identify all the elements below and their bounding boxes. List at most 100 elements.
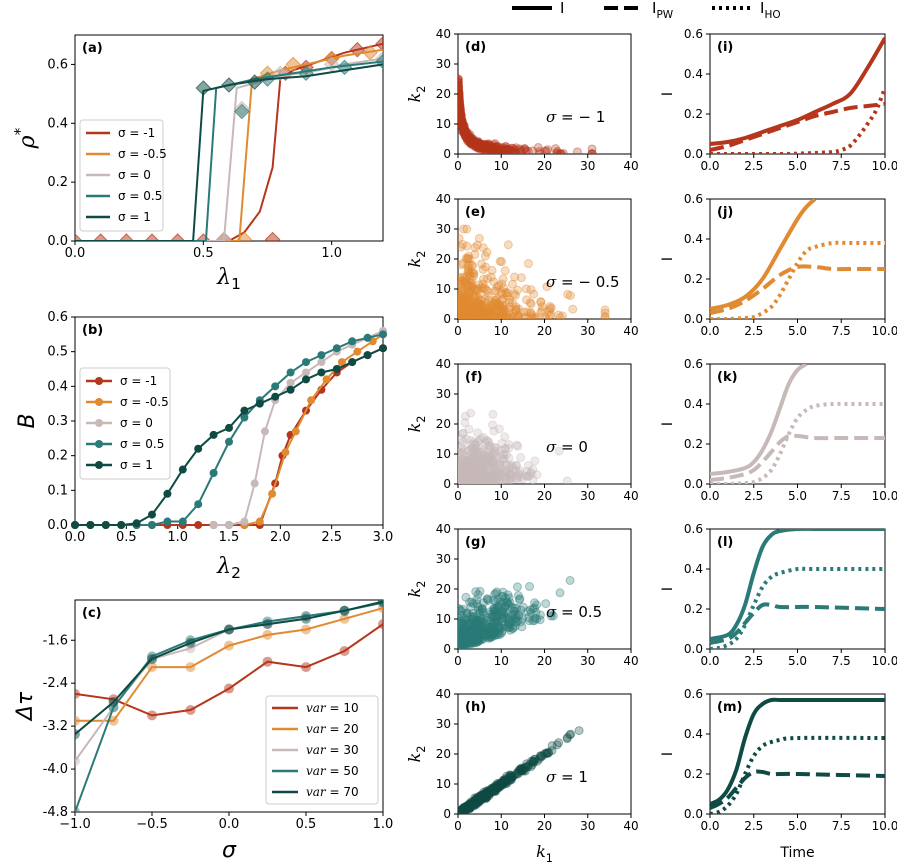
scatter-point bbox=[461, 632, 471, 642]
legend-label-dotted: IHO bbox=[760, 0, 781, 21]
scatter-point bbox=[466, 134, 476, 144]
scatter-point bbox=[460, 626, 470, 636]
scatter-point bbox=[482, 247, 492, 257]
y-tick-label: 0 bbox=[443, 312, 451, 326]
scatter-point bbox=[464, 626, 474, 636]
scatter-point bbox=[489, 141, 499, 151]
scatter-point bbox=[468, 261, 478, 271]
scatter-point bbox=[478, 140, 488, 150]
point-marker bbox=[240, 413, 249, 422]
scatter-point bbox=[462, 130, 472, 140]
scatter-point bbox=[481, 474, 491, 484]
scatter-point bbox=[469, 624, 479, 634]
scatter-point bbox=[529, 289, 539, 299]
scatter-point bbox=[488, 409, 498, 419]
scatter-point bbox=[459, 124, 469, 134]
scatter-point bbox=[469, 137, 479, 147]
x-tick-label: 20 bbox=[537, 654, 552, 668]
scatter-point bbox=[458, 301, 465, 311]
scatter-point bbox=[480, 141, 490, 151]
scatter-point bbox=[466, 283, 476, 293]
scatter-point bbox=[483, 628, 493, 638]
scatter-point bbox=[481, 457, 491, 467]
scatter-point bbox=[504, 147, 514, 154]
scatter-point bbox=[504, 313, 514, 319]
scatter-point bbox=[486, 476, 496, 484]
scatter-point bbox=[458, 478, 464, 484]
scatter-point bbox=[458, 305, 465, 315]
scatter-point bbox=[458, 258, 468, 268]
scatter-point bbox=[465, 464, 475, 474]
point-marker bbox=[262, 619, 273, 630]
scatter-point bbox=[458, 469, 468, 479]
point-marker bbox=[339, 613, 350, 624]
scatter-point bbox=[489, 629, 499, 639]
scatter-point bbox=[462, 630, 472, 640]
scatter-point bbox=[504, 614, 514, 624]
scatter-point bbox=[495, 629, 505, 639]
scatter-point bbox=[458, 118, 467, 128]
scatter-point bbox=[497, 311, 507, 319]
scatter-point bbox=[511, 466, 521, 476]
scatter-point bbox=[458, 447, 468, 457]
scatter-point bbox=[498, 146, 508, 154]
scatter-point bbox=[461, 253, 471, 263]
scatter-point bbox=[509, 606, 519, 616]
panel-label: (d) bbox=[465, 40, 486, 55]
scatter-point bbox=[462, 635, 472, 645]
scatter-point bbox=[473, 141, 483, 151]
scatter-point bbox=[474, 306, 484, 316]
scatter-point bbox=[459, 628, 469, 638]
diamond-marker bbox=[362, 44, 378, 61]
x-tick-label: 2.5 bbox=[744, 489, 763, 503]
scatter-point bbox=[600, 305, 610, 315]
scatter-point bbox=[472, 467, 482, 477]
scatter-point bbox=[462, 608, 472, 618]
scatter-point bbox=[490, 145, 500, 154]
point-marker bbox=[75, 688, 80, 699]
scatter-point bbox=[465, 597, 475, 607]
diamond-marker bbox=[375, 36, 383, 52]
scatter-point bbox=[462, 130, 472, 140]
scatter-point bbox=[488, 629, 498, 639]
scatter-point bbox=[474, 143, 484, 153]
scatter-point bbox=[504, 443, 514, 453]
scatter-point bbox=[458, 93, 464, 103]
scatter-point bbox=[458, 619, 465, 629]
scatter-point bbox=[536, 297, 546, 307]
x-tick-label: 5.0 bbox=[788, 489, 807, 503]
scatter-point bbox=[486, 622, 496, 632]
scatter-point bbox=[458, 302, 465, 312]
scatter-point bbox=[458, 467, 465, 477]
point-marker bbox=[302, 368, 310, 377]
scatter-point bbox=[458, 290, 467, 300]
scatter-point bbox=[483, 142, 493, 152]
scatter-point bbox=[458, 84, 464, 94]
y-tick-label: 0.2 bbox=[684, 767, 703, 781]
scatter-point bbox=[489, 145, 499, 154]
scatter-point bbox=[463, 304, 473, 314]
scatter-point bbox=[466, 475, 476, 484]
scatter-point bbox=[467, 632, 477, 642]
scatter-point bbox=[466, 638, 476, 648]
scatter-point bbox=[458, 473, 467, 483]
x-tick-label: 10 bbox=[494, 489, 509, 503]
scatter-point bbox=[475, 471, 485, 481]
scatter-point bbox=[460, 311, 470, 319]
scatter-point bbox=[458, 299, 464, 309]
scatter-point bbox=[478, 477, 488, 484]
scatter-point bbox=[465, 474, 475, 484]
scatter-point bbox=[501, 145, 511, 154]
legend-entry: σ = 1 bbox=[120, 458, 153, 472]
point-marker bbox=[185, 705, 196, 716]
scatter-point bbox=[459, 302, 469, 312]
scatter-point bbox=[458, 122, 468, 132]
scatter-point bbox=[501, 142, 511, 152]
scatter-point bbox=[489, 468, 499, 478]
scatter-point bbox=[498, 294, 508, 304]
scatter-point bbox=[471, 471, 481, 481]
scatter-point bbox=[478, 465, 488, 475]
scatter-point bbox=[482, 447, 492, 457]
y-axis-label: ρ* bbox=[11, 127, 40, 149]
panel-label: (m) bbox=[717, 700, 742, 715]
